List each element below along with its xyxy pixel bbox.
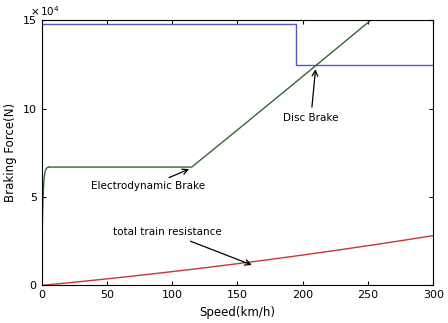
X-axis label: Speed(km/h): Speed(km/h)	[199, 306, 276, 319]
Y-axis label: Braking Force(N): Braking Force(N)	[4, 103, 17, 203]
Text: Electrodynamic Brake: Electrodynamic Brake	[91, 169, 205, 192]
Text: Disc Brake: Disc Brake	[283, 70, 339, 123]
Text: $\times\,10^4$: $\times\,10^4$	[30, 4, 60, 18]
Text: total train resistance: total train resistance	[113, 227, 250, 265]
